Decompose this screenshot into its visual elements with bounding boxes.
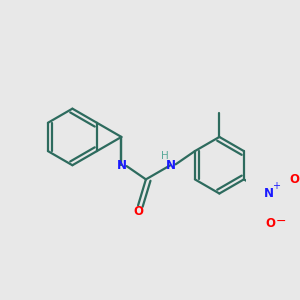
Text: O: O (133, 205, 143, 218)
Text: O: O (290, 173, 299, 186)
Text: N: N (263, 187, 273, 200)
Text: O: O (266, 217, 276, 230)
Text: N: N (165, 159, 176, 172)
Text: +: + (272, 181, 280, 191)
Text: H: H (161, 151, 169, 161)
Text: −: − (276, 215, 287, 228)
Text: N: N (116, 159, 126, 172)
